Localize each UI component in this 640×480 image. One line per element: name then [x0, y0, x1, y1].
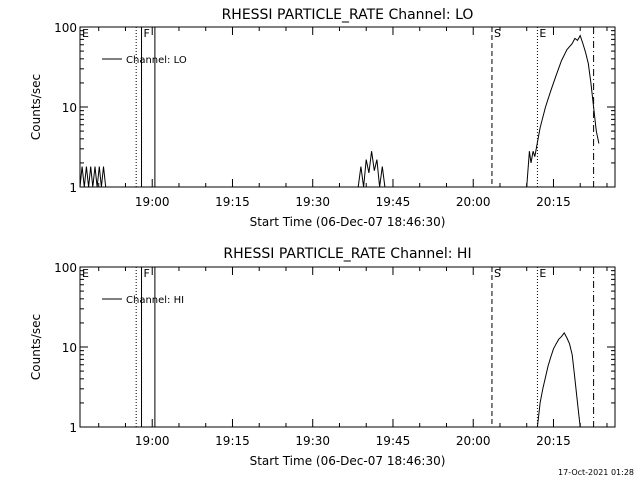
chart-panel-2: RHESSI PARTICLE_RATE Channel: HI 1 10 100 Co…	[29, 246, 616, 468]
series-line	[357, 151, 386, 188]
x-tick-label: 20:00	[456, 434, 491, 448]
event-marker-label: S	[494, 267, 501, 280]
plot-timestamp: 17-Oct-2021 01:28	[558, 468, 634, 477]
legend-entry: Channel: LO	[126, 55, 187, 66]
x-tick-label: 20:15	[536, 195, 571, 209]
event-marker-label: F	[144, 27, 150, 40]
event-marker-label: F	[144, 267, 150, 280]
x-tick-label: 19:45	[376, 434, 411, 448]
x-tick-label: 19:00	[135, 195, 170, 209]
y-tick-label: 1	[69, 421, 77, 435]
y-tick-label: 10	[62, 341, 77, 355]
y-tick-label: 100	[54, 21, 77, 35]
x-tick-label: 20:00	[456, 195, 491, 209]
x-tick-label: 19:15	[215, 195, 250, 209]
event-marker-label: E	[82, 267, 89, 280]
x-tick-label: 20:15	[536, 434, 571, 448]
y-axis-label: Counts/sec	[29, 314, 43, 380]
y-tick-label: 100	[54, 261, 77, 275]
x-tick-label: 19:00	[135, 434, 170, 448]
y-tick-label: 10	[62, 101, 77, 115]
chart-panel-1: RHESSI PARTICLE_RATE Channel: LO 1 10 100 Co…	[29, 7, 616, 229]
plot-frame	[79, 26, 616, 188]
chart-title: RHESSI PARTICLE_RATE Channel: HI	[223, 246, 471, 262]
event-marker-label: E	[82, 27, 89, 40]
series-line	[536, 331, 581, 428]
x-axis-label: Start Time (06-Dec-07 18:46:30)	[250, 215, 446, 229]
x-tick-label: 19:15	[215, 434, 250, 448]
x-axis-label: Start Time (06-Dec-07 18:46:30)	[250, 454, 446, 468]
series-line	[526, 34, 600, 188]
y-axis-label: Counts/sec	[29, 74, 43, 140]
event-marker-label: E	[539, 27, 546, 40]
y-tick-label: 1	[69, 181, 77, 195]
x-tick-label: 19:45	[376, 195, 411, 209]
x-tick-label: 19:30	[295, 434, 330, 448]
chart-title: RHESSI PARTICLE_RATE Channel: LO	[222, 7, 474, 23]
plot-frame	[79, 266, 616, 428]
event-marker-label: S	[494, 27, 501, 40]
series-line	[79, 166, 107, 188]
x-tick-label: 19:30	[295, 195, 330, 209]
event-marker-label: E	[539, 267, 546, 280]
legend-entry: Channel: HI	[126, 295, 184, 306]
